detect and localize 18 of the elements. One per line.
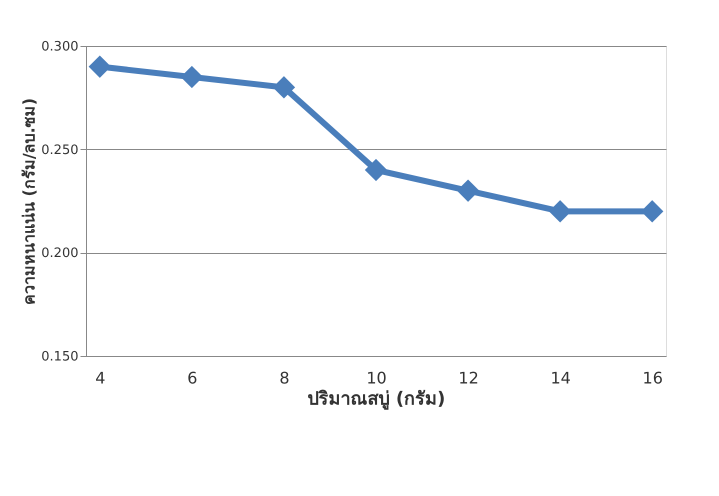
- y-tick-label: 0.200: [41, 246, 78, 262]
- x-tick-label: 8: [279, 368, 290, 388]
- point: [272, 76, 296, 99]
- point: [88, 55, 111, 78]
- point: [180, 66, 204, 88]
- x-axis-title: ปริมาณสบู่ (กรัม): [308, 388, 446, 410]
- y-tick-label: 0.300: [41, 40, 78, 54]
- point: [456, 179, 480, 202]
- x-tick-label: 6: [187, 368, 198, 388]
- y-tick-label: 0.250: [41, 142, 78, 158]
- x-tick-label: 10: [366, 368, 387, 388]
- x-tick-label: 12: [458, 368, 479, 388]
- x-tick-label: 16: [642, 368, 663, 388]
- x-tick-label: 4: [95, 368, 106, 388]
- y-tick-label: 0.150: [41, 350, 78, 364]
- point: [364, 158, 388, 182]
- x-tick-label: 14: [550, 368, 571, 388]
- y-axis-title: ความหนาแน่น (กรัม/ลบ.ซม): [19, 98, 38, 306]
